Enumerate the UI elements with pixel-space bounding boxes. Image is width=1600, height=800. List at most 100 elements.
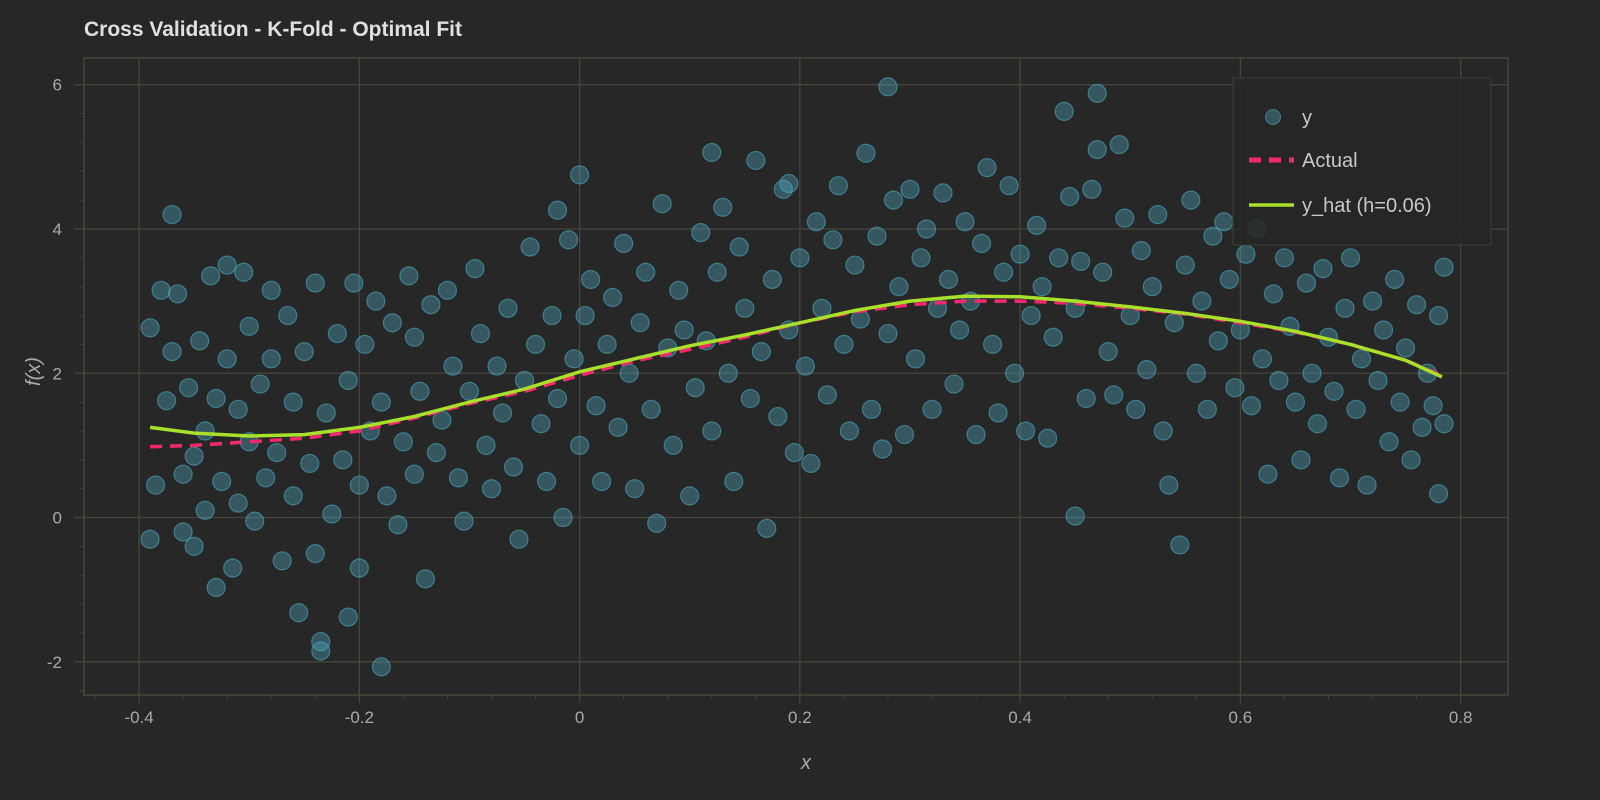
scatter-point [432,410,452,430]
scatter-point [344,273,364,293]
scatter-point [971,233,992,254]
scatter-point [212,471,232,492]
scatter-point [768,406,788,427]
scatter-point [630,313,650,333]
scatter-point [333,450,353,470]
scatter-point [762,269,782,290]
x-tick-label: -0.2 [345,708,374,727]
scatter-point [1115,208,1135,228]
scatter-point [1296,273,1317,293]
scatter-point [839,421,860,441]
scatter-point [614,233,634,254]
scatter-point [1335,298,1355,318]
scatter-point [1153,421,1173,441]
scatter-point [415,569,436,589]
scatter-point [201,266,221,286]
scatter-series [140,77,1454,677]
scatter-point [856,143,876,163]
scatter-point [900,179,920,199]
scatter-point [1401,450,1421,470]
scatter-point [388,515,408,535]
scatter-point [564,349,584,369]
scatter-point [1016,421,1036,441]
scatter-point [1197,399,1217,419]
scatter-point [735,298,755,318]
scatter-point [1412,417,1432,437]
scatter-point [481,479,502,499]
scatter-point [300,453,320,474]
scatter-point [250,374,270,394]
scatter-point [977,158,997,178]
scatter-point [498,298,518,318]
scatter-point [603,287,623,308]
scatter-point [1384,269,1405,290]
scatter-point [724,471,744,492]
scatter-point [476,435,496,455]
scatter-point [1049,248,1069,268]
scatter-point [1429,305,1449,326]
y-tick-label: 4 [53,220,62,239]
scatter-point [1170,535,1190,555]
scatter-point [713,197,733,217]
scatter-point [1252,349,1273,369]
x-tick-label: 0.8 [1449,708,1473,727]
scatter-point [1054,101,1074,121]
scatter-point [1214,212,1234,232]
scatter-point [663,435,683,455]
x-axis-label: x [800,752,812,774]
scatter-point [1032,277,1052,297]
scatter-point [817,385,837,405]
scatter-point [1324,381,1344,401]
scatter-point [999,176,1019,196]
scatter-point [916,219,937,239]
scatter-point [234,262,254,282]
scatter-point [1148,204,1168,225]
scatter-point [195,500,215,520]
scatter-point [647,513,667,533]
y-tick-label: 2 [53,364,62,383]
scatter-point [404,327,424,347]
scatter-point [503,457,524,477]
scatter-point [801,453,821,474]
scatter-point [509,529,529,549]
scatter-point [861,399,882,419]
scatter-point [1340,248,1361,268]
scatter-point [911,248,931,268]
scatter-point [1131,241,1151,261]
scatter-point [173,464,193,484]
scatter-point [812,298,832,318]
legend-label: y [1302,107,1312,129]
scatter-point [547,388,568,409]
scatter-point [404,464,424,484]
scatter-point [751,342,771,362]
scatter-point [680,486,700,506]
scatter-point [228,399,248,419]
scatter-point [338,607,358,627]
scatter-point [1274,248,1295,268]
scatter-point [641,399,661,419]
scatter-point [1126,399,1146,419]
scatter-point [1065,506,1085,526]
scatter-point [1027,215,1047,235]
scatter-point [845,255,865,275]
legend: y Actual y_hat (h=0.06) [1232,77,1492,246]
scatter-point [283,486,303,506]
scatter-point [459,381,480,401]
chart-title: Cross Validation - K-Fold - Optimal Fit [84,18,463,41]
scatter-point [674,320,694,340]
scatter-point [1434,414,1454,434]
scatter-point [366,291,386,311]
scatter-point [1192,291,1212,311]
scatter-point [426,443,447,463]
scatter-point [156,391,177,411]
scatter-point [267,443,287,463]
scatter-point [1082,179,1102,199]
scatter-point [828,176,849,196]
scatter-point [740,388,760,409]
y-axis-label: f(x) [23,357,45,386]
scatter-point [806,212,826,232]
scatter-point [190,331,210,351]
scatter-point [1181,190,1201,210]
scatter-point [1373,320,1394,340]
